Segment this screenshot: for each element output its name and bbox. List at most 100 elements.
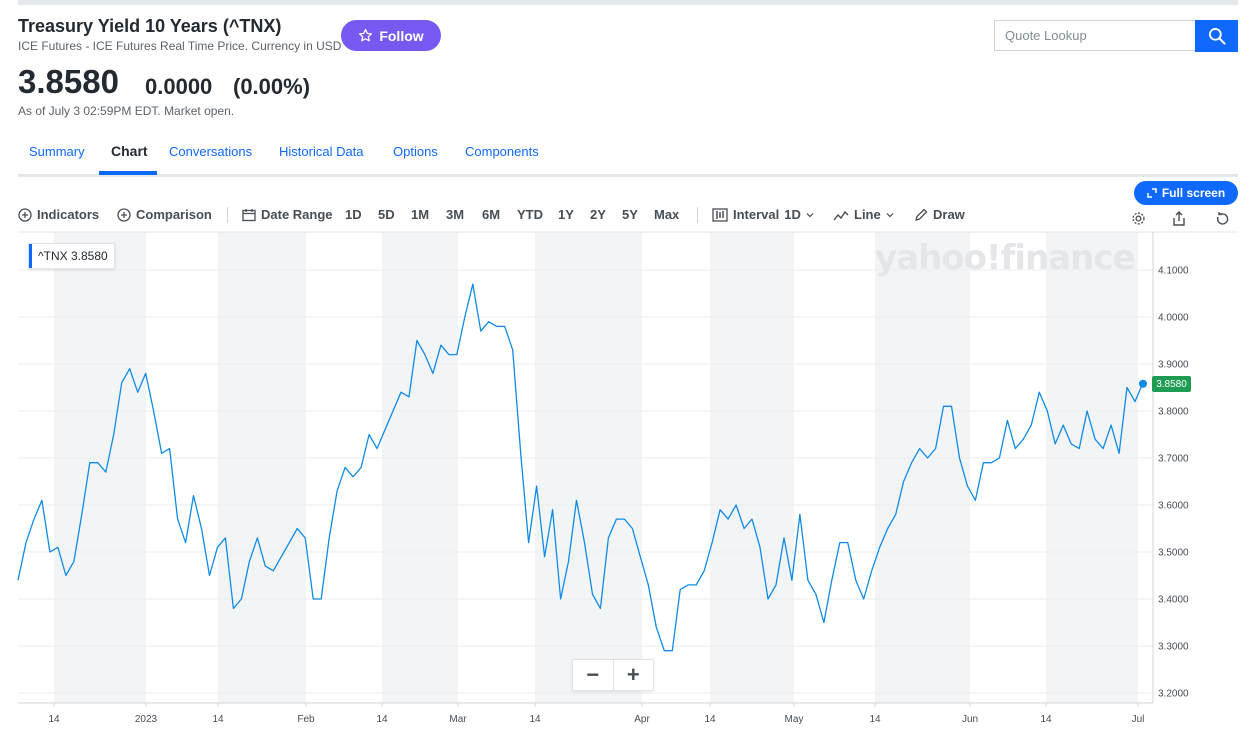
y-axis-labels: 4.1000 4.0000 3.9000 3.8000 3.7000 3.6000 3.50… [1158,266,1189,700]
tab-summary[interactable]: Summary [29,144,85,159]
interval-value: 1D [784,207,801,222]
y-tick-label: 3.3000 [1158,642,1189,653]
indicators-label: Indicators [37,207,100,222]
current-price: 3.8580 [18,63,119,100]
tab-historical-data[interactable]: Historical Data [279,144,364,159]
x-tick-label: 14 [704,714,716,725]
plus-circle-icon [18,207,32,222]
y-tick-label: 3.7000 [1158,454,1189,465]
search-icon [1208,28,1225,45]
y-tick-label: 4.0000 [1158,313,1189,324]
month-band [54,232,146,703]
chart-toolbar: Indicators Comparison Date Range 1D 5D 1… [18,207,1238,226]
search-button[interactable] [1195,20,1238,52]
follow-label: Follow [379,27,424,44]
zoom-in-button[interactable]: + [612,660,654,690]
reset-icon [1216,212,1229,225]
range-1y[interactable]: 1Y [558,207,574,222]
x-tick-label: 14 [376,714,388,725]
range-6m[interactable]: 6M [482,207,501,222]
zoom-controls: − + [572,659,654,691]
date-range-button[interactable]: Date Range [242,207,333,222]
line-chart-icon [833,210,849,220]
tab-options[interactable]: Options [393,144,438,159]
range-2y[interactable]: 2Y [590,207,606,222]
range-ytd[interactable]: YTD [517,207,543,222]
plus-circle-icon [117,207,131,222]
chart-axes [18,231,1238,704]
x-tick-label: Jul [1132,714,1145,725]
page-title: Treasury Yield 10 Years (^TNX) [18,16,282,36]
draw-label: Draw [933,207,965,222]
share-icon [1173,211,1185,226]
price-change: 0.0000 [145,74,213,99]
indicators-button[interactable]: Indicators [18,207,99,222]
range-1d[interactable]: 1D [345,207,362,222]
reset-button[interactable] [1215,211,1229,226]
range-max[interactable]: Max [654,207,680,222]
interval-button[interactable]: Interval 1D [712,207,814,222]
settings-button[interactable] [1131,211,1146,226]
pencil-icon [915,208,928,221]
gear-icon [1132,212,1145,225]
x-tick-label: Feb [297,714,315,725]
star-icon [359,28,373,42]
price-series [17,283,1147,652]
range-5d[interactable]: 5D [378,207,395,222]
x-tick-label: 14 [212,714,224,725]
as-of-timestamp: As of July 3 02:59PM EDT. Market open. [18,104,235,118]
x-tick-label: 2023 [135,714,158,725]
chart-type-button[interactable]: Line [833,207,894,222]
y-tick-label: 3.4000 [1158,595,1189,606]
chevron-down-icon [886,212,894,217]
x-tick-label: May [785,714,804,725]
expand-icon [1147,188,1157,198]
interval-label: Interval [733,207,780,222]
tab-conversations[interactable]: Conversations [169,144,253,159]
x-tick-label: 14 [869,714,881,725]
month-band [382,232,458,703]
yahoo-finance-watermark: yahoo!finance [875,238,1136,278]
y-tick-label: 3.9000 [1158,360,1189,371]
active-tab-indicator [99,171,157,175]
calendar-icon [242,208,256,221]
month-band [218,232,306,703]
x-tick-label: Mar [449,714,467,725]
comparison-label: Comparison [136,207,212,222]
quote-subtitle: ICE Futures - ICE Futures Real Time Pric… [18,39,342,53]
toolbar-divider [227,207,228,223]
range-1m[interactable]: 1M [411,207,430,222]
range-3m[interactable]: 3M [446,207,465,222]
chart-type-label: Line [854,207,881,222]
y-tick-label: 4.1000 [1158,266,1189,277]
quote-nav-tabs: Summary Chart Conversations Historical D… [18,136,1238,177]
x-axis-labels: 14 2023 14 Feb 14 Mar 14 Apr 14 May 14 Jun 14 Jul [48,703,1144,725]
month-band [1046,232,1138,703]
comparison-button[interactable]: Comparison [117,207,212,222]
share-button[interactable] [1172,211,1186,226]
chevron-down-icon [806,212,814,217]
full-screen-label: Full screen [1161,186,1226,200]
y-tick-label: 3.2000 [1158,689,1189,700]
tab-components[interactable]: Components [465,144,539,159]
toolbar-divider [697,207,698,223]
full-screen-button[interactable]: Full screen [1134,181,1238,205]
price-change-percent: (0.00%) [233,74,311,99]
legend-symbol: ^TNX [38,249,68,263]
x-tick-label: 14 [1040,714,1052,725]
month-band [710,232,794,703]
quote-lookup-input[interactable] [994,20,1195,51]
x-tick-label: Apr [634,714,650,725]
y-tick-label: 3.5000 [1158,548,1189,559]
top-divider [18,0,1238,5]
last-price-dot [1139,379,1147,388]
x-tick-label: Jun [962,714,978,725]
follow-button[interactable]: Follow [341,20,441,51]
price-line [17,283,1144,652]
zoom-out-button[interactable]: − [586,662,600,687]
y-tick-label: 3.6000 [1158,501,1189,512]
draw-button[interactable]: Draw [914,207,965,222]
tab-chart[interactable]: Chart [111,143,148,159]
range-5y[interactable]: 5Y [622,207,638,222]
